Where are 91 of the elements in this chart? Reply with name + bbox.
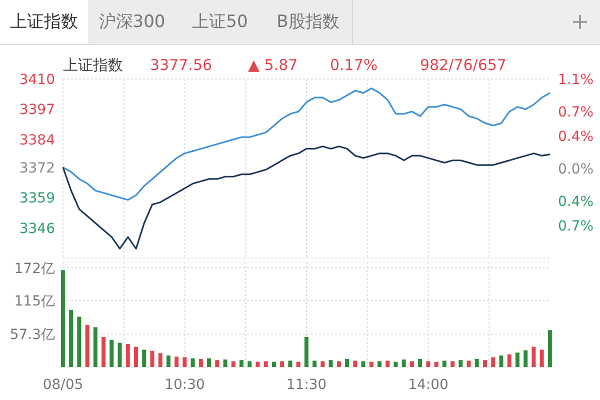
y-tick-label: 3410	[19, 72, 55, 88]
bar	[434, 362, 438, 367]
bar	[499, 355, 504, 367]
bar	[426, 361, 430, 367]
chart-title: 上证指数	[10, 12, 78, 32]
bar	[126, 344, 130, 367]
y-tick-label: 3372	[19, 160, 55, 176]
bar	[142, 350, 146, 367]
bar	[361, 361, 366, 367]
bar	[69, 310, 74, 367]
bar	[198, 358, 203, 367]
bar	[248, 361, 252, 367]
bar	[386, 360, 390, 367]
bar	[264, 361, 268, 367]
bar	[540, 350, 544, 367]
bar	[524, 350, 528, 367]
bar	[231, 361, 236, 367]
y-tick-label: 3346	[19, 220, 56, 237]
bar	[458, 360, 463, 367]
bar	[296, 362, 300, 367]
text: B股指数	[264, 0, 353, 44]
bar	[93, 327, 98, 367]
bar	[166, 355, 170, 367]
bar	[377, 361, 382, 367]
line-series	[62, 88, 551, 201]
bar	[491, 357, 496, 367]
bar	[483, 360, 488, 367]
bar	[174, 356, 179, 367]
bar	[215, 360, 220, 367]
text: 982/76/657	[420, 56, 506, 74]
y-tick-label: 3359	[19, 190, 55, 207]
y-tick-label: 57.3亿	[10, 326, 55, 343]
y-tick-label: 115亿	[14, 294, 55, 310]
bar	[353, 360, 358, 367]
y-tick-label: 172亿	[14, 260, 55, 277]
bar	[418, 358, 422, 367]
y2-tick-label: 1.1%	[558, 72, 594, 88]
bar	[60, 270, 65, 367]
bar	[466, 360, 471, 367]
bar	[410, 361, 414, 367]
y2-tick-label: 0.4%	[558, 194, 594, 210]
bar	[548, 330, 552, 367]
bar	[345, 358, 350, 367]
bar	[158, 353, 162, 367]
bar	[442, 360, 446, 367]
bar	[369, 362, 374, 367]
bar	[190, 358, 195, 367]
chart-title: 上证指数	[63, 56, 123, 75]
bar	[110, 340, 114, 367]
y-tick-label: 3384	[19, 132, 56, 148]
bar	[394, 362, 398, 367]
bar	[532, 346, 536, 367]
bar	[207, 358, 212, 367]
bar	[182, 357, 187, 367]
bar	[402, 360, 406, 367]
bar	[77, 316, 82, 367]
line-series	[62, 146, 551, 250]
bar	[474, 358, 479, 367]
x-tick-label: 11:30	[286, 377, 327, 393]
text: 3377.56	[150, 56, 212, 74]
bar	[336, 361, 341, 367]
bar	[272, 362, 276, 367]
bar	[223, 360, 228, 367]
bar	[515, 352, 520, 367]
y2-tick-label: 0.4%	[558, 128, 594, 145]
bar	[256, 362, 260, 367]
bar	[320, 361, 325, 367]
text: ▲ 5.87	[248, 56, 298, 74]
bar	[304, 337, 308, 367]
x-tick-label: 08/05	[42, 377, 84, 393]
bar	[280, 361, 284, 367]
text: 上证50	[176, 0, 265, 44]
text: 0.17%	[330, 56, 378, 74]
x-tick-label: 10:30	[164, 377, 205, 393]
bar	[507, 354, 512, 367]
y-tick-label: 3397	[19, 102, 55, 118]
y2-tick-label: 0.0%	[558, 162, 594, 178]
bar	[328, 360, 333, 367]
x-tick-label: 14:00	[408, 377, 448, 393]
bar	[102, 337, 106, 367]
bar	[150, 350, 154, 367]
y2-tick-label: 0.7%	[558, 218, 594, 234]
bar	[312, 360, 317, 367]
bar	[288, 360, 292, 367]
y2-tick-label: 0.7%	[558, 104, 594, 121]
bar	[134, 346, 138, 367]
bar	[118, 342, 122, 367]
bar	[240, 360, 244, 367]
bar	[450, 361, 455, 367]
text: 沪深300	[88, 0, 177, 44]
bar	[85, 324, 90, 367]
